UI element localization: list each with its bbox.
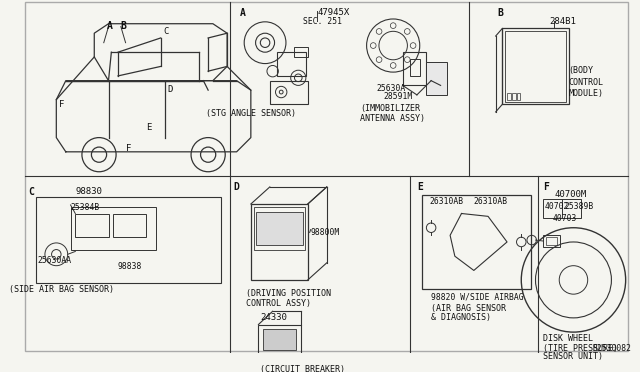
Text: (BODY: (BODY (569, 67, 594, 76)
Text: & DIAGNOSIS): & DIAGNOSIS) (431, 313, 491, 322)
Text: 26310AB: 26310AB (429, 198, 463, 206)
Bar (543, 235, 560, 247)
Bar (403, 52, 426, 86)
Text: CONTROL: CONTROL (569, 78, 604, 87)
Text: (IMMOBILIZER: (IMMOBILIZER (360, 105, 420, 113)
Text: (SIDE AIR BAG SENSOR): (SIDE AIR BAG SENSOR) (8, 285, 113, 294)
Bar (516, 93, 520, 100)
Text: D: D (167, 86, 173, 94)
Text: D: D (234, 182, 239, 192)
Text: R2530082: R2530082 (593, 343, 632, 353)
Text: 284B1: 284B1 (550, 17, 577, 26)
Text: (CIRCUIT BREAKER): (CIRCUIT BREAKER) (260, 365, 346, 372)
Text: 98800M: 98800M (310, 228, 340, 237)
Bar (505, 31, 566, 102)
Text: C: C (164, 26, 169, 36)
Text: 25630AA: 25630AA (37, 256, 72, 265)
Bar (263, 329, 296, 350)
Text: 40700M: 40700M (554, 190, 587, 199)
Bar (507, 93, 511, 100)
Bar (422, 195, 531, 289)
Bar (277, 52, 306, 76)
Text: (AIR BAG SENSOR: (AIR BAG SENSOR (431, 304, 506, 312)
Text: ANTENNA ASSY): ANTENNA ASSY) (360, 114, 425, 123)
Text: B: B (497, 7, 504, 17)
Text: A: A (239, 7, 245, 17)
Text: A: A (107, 21, 113, 31)
Bar (253, 207, 305, 250)
Bar (255, 212, 303, 245)
Text: 98838: 98838 (118, 262, 142, 271)
Bar (294, 48, 308, 57)
Bar (113, 214, 147, 237)
Text: MODULE): MODULE) (569, 89, 604, 98)
Bar (251, 204, 308, 280)
Text: 24330: 24330 (260, 313, 287, 322)
Bar (512, 93, 516, 100)
Text: 40702: 40702 (545, 202, 570, 211)
Bar (543, 199, 581, 218)
Text: 98830: 98830 (76, 187, 102, 196)
Text: 98820 W/SIDE AIRBAG: 98820 W/SIDE AIRBAG (431, 292, 524, 301)
Bar (36, 198, 221, 283)
Text: (STG ANGLE SENSOR): (STG ANGLE SENSOR) (206, 109, 296, 118)
Text: SEC. 251: SEC. 251 (303, 17, 342, 26)
Bar (259, 324, 301, 358)
Text: SENSOR UNIT): SENSOR UNIT) (543, 352, 603, 361)
Bar (410, 59, 420, 76)
Text: (DRIVING POSITION: (DRIVING POSITION (246, 289, 331, 298)
Text: C: C (28, 187, 34, 197)
Text: 40703: 40703 (552, 214, 577, 222)
Text: 25389B: 25389B (564, 202, 593, 211)
Text: 25384B: 25384B (70, 203, 100, 212)
Text: DISK WHEEL: DISK WHEEL (543, 334, 593, 343)
Text: F: F (543, 182, 549, 192)
Text: 28591M: 28591M (384, 92, 413, 101)
Bar (76, 214, 109, 237)
Bar (546, 237, 557, 245)
Text: B: B (120, 21, 126, 31)
Bar (502, 29, 569, 105)
Bar (70, 207, 156, 250)
Text: 47945X: 47945X (317, 7, 349, 17)
Text: F: F (59, 100, 65, 109)
Text: (TIRE PRESSURE): (TIRE PRESSURE) (543, 343, 618, 353)
Text: F: F (125, 144, 131, 153)
Bar (270, 81, 308, 105)
Text: 26310AB: 26310AB (474, 198, 508, 206)
Text: 25630A: 25630A (376, 83, 405, 93)
Text: E: E (147, 124, 152, 132)
Text: E: E (417, 182, 423, 192)
Bar (426, 62, 447, 95)
Text: CONTROL ASSY): CONTROL ASSY) (246, 299, 311, 308)
